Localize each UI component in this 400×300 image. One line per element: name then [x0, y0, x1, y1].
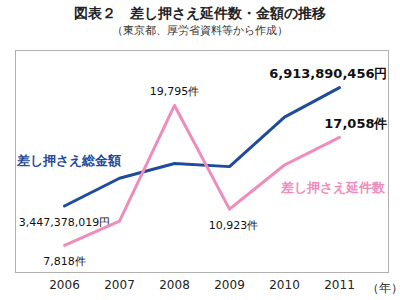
svg-text:2007: 2007: [104, 278, 135, 292]
svg-text:17,058件: 17,058件: [324, 116, 387, 131]
html-text:図表２ 差し押さえ延件数・金額の推移: 図表２ 差し押さえ延件数・金額の推移: [74, 5, 326, 21]
svg-text:2006: 2006: [49, 278, 80, 292]
svg-text:10,923件: 10,923件: [209, 219, 259, 232]
svg-text:（年）: （年）: [367, 281, 400, 295]
svg-text:2008: 2008: [159, 278, 190, 292]
svg-text:2011: 2011: [324, 278, 355, 292]
svg-text:6,913,890,456円: 6,913,890,456円: [269, 66, 387, 81]
svg-text:19,795件: 19,795件: [150, 85, 200, 98]
svg-text:差し押さえ延件数: 差し押さえ延件数: [280, 180, 386, 195]
svg-text:差し押さえ総金額: 差し押さえ総金額: [16, 153, 121, 168]
svg-text:2009: 2009: [214, 278, 245, 292]
html-text:（東京都、厚労省資料等から作成）: （東京都、厚労省資料等から作成）: [112, 24, 288, 37]
svg-text:3,447,378,019円: 3,447,378,019円: [19, 216, 110, 229]
svg-text:7,818件: 7,818件: [43, 255, 86, 268]
svg-text:2010: 2010: [269, 278, 300, 292]
